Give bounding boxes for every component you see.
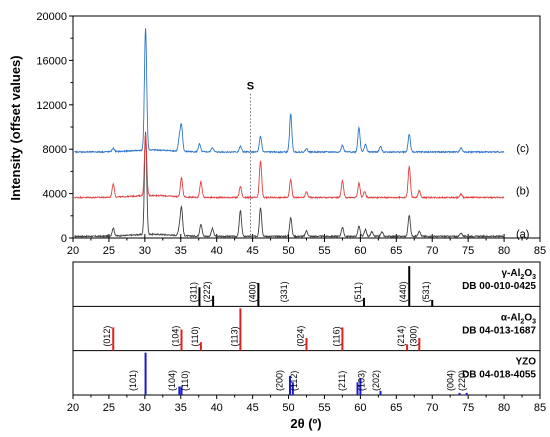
miller-index-label: (311) (188, 282, 198, 302)
reference-patterns-panel: 20 25 30 35 40 45 50 55 60 65 70 75 80 85 (311) (222) (4… (67, 261, 546, 414)
phase-name-subscript: 2 (520, 318, 524, 325)
x-tick-label-upper: 55 (318, 245, 330, 257)
x-tick-label-upper: 60 (354, 245, 366, 257)
x-tick-label-upper: 25 (103, 245, 115, 257)
miller-index-label: (104) (170, 326, 180, 347)
x-tick-label-upper: 65 (390, 245, 402, 257)
miller-index-label: (511) (353, 282, 363, 302)
miller-index-label: (331) (279, 281, 289, 302)
x-tick-label-lower: 45 (246, 402, 258, 414)
diffractogram-panel: 20 25 30 35 40 45 50 55 60 65 70 75 80 85 0 4000 8000 120… (36, 11, 546, 257)
series-label: (c) (516, 143, 529, 155)
miller-index-label: (222) (202, 281, 212, 302)
miller-index-label: (300) (408, 326, 418, 347)
x-tick-label-lower: 55 (318, 402, 330, 414)
miller-index-label: (104) (167, 370, 177, 391)
phase-name: α-Al2O3 (501, 312, 536, 325)
x-axis-title: 2θ (º) (290, 416, 321, 431)
x-tick-label-upper: 40 (211, 245, 223, 257)
x-tick-label-upper: 80 (498, 245, 510, 257)
y-tick-label: 12000 (36, 100, 67, 112)
miller-index-label: (116) (331, 326, 341, 346)
miller-index-label: (110) (190, 326, 200, 346)
x-tick-label-upper: 20 (67, 245, 79, 257)
x-tick-label-lower: 25 (103, 402, 115, 414)
miller-index-label: (200) (275, 370, 285, 391)
x-tick-label-lower: 75 (462, 402, 474, 414)
x-tick-label-upper: 45 (246, 245, 258, 257)
miller-index-label: (400) (247, 281, 257, 302)
phase-name-part: γ-Al (502, 268, 521, 279)
phase-name-subscript: 3 (532, 318, 536, 325)
x-tick-label-lower: 30 (139, 402, 151, 414)
xrd-series-line (74, 133, 505, 200)
database-code: DB 04-018-4055 (462, 370, 536, 381)
database-code: DB 00-010-0425 (462, 281, 536, 292)
phase-name-subscript: 3 (532, 274, 536, 281)
miller-index-label: (103) (357, 370, 367, 391)
x-tick-label-lower: 70 (426, 402, 438, 414)
x-tick-label-upper: 85 (534, 245, 546, 257)
y-tick-label: 16000 (36, 55, 67, 67)
miller-index-label: (101) (128, 370, 138, 391)
miller-index-label: (220) (457, 370, 467, 391)
miller-index-label: (440) (398, 281, 408, 302)
xrd-series-line (74, 131, 505, 239)
series-label: (a) (516, 229, 529, 241)
phase-name: YZO (515, 357, 536, 368)
x-tick-label-lower: 85 (534, 402, 546, 414)
y-tick-label: 0 (61, 233, 67, 245)
miller-index-label: (012) (102, 326, 112, 347)
y-tick-label: 20000 (36, 11, 67, 23)
x-tick-label-upper: 75 (462, 245, 474, 257)
series-label: (b) (516, 185, 529, 197)
phase-name-part: α-Al (501, 312, 521, 323)
miller-index-label: (110) (180, 371, 190, 391)
phase-name-part: O (524, 268, 532, 279)
phase-name-part: O (524, 312, 532, 323)
x-tick-label-lower: 60 (354, 402, 366, 414)
miller-index-label: (112) (289, 371, 299, 391)
x-tick-label-upper: 50 (282, 245, 294, 257)
miller-index-label: (024) (296, 326, 306, 347)
miller-index-label: (113) (229, 326, 239, 346)
phase-name-subscript: 2 (520, 274, 524, 281)
s-marker-label: S (247, 80, 254, 92)
x-tick-label-upper: 70 (426, 245, 438, 257)
phase-name-part: YZO (515, 357, 536, 368)
x-tick-label-upper: 35 (175, 245, 187, 257)
y-tick-label: 8000 (43, 144, 67, 156)
x-tick-label-lower: 20 (67, 402, 79, 414)
miller-index-label: (214) (396, 326, 406, 347)
xrd-series-line (74, 28, 505, 155)
database-code: DB 04-013-1687 (462, 325, 536, 336)
miller-index-label: (531) (421, 281, 431, 302)
miller-index-label: (202) (371, 370, 381, 391)
phase-name: γ-Al2O3 (502, 268, 537, 281)
x-tick-label-lower: 80 (498, 402, 510, 414)
y-axis-title: Intensity (offset values) (8, 55, 23, 200)
x-tick-label-lower: 50 (282, 402, 294, 414)
miller-index-label: (211) (337, 371, 347, 391)
x-tick-label-lower: 65 (390, 402, 402, 414)
miller-index-label: (004) (446, 370, 456, 391)
x-tick-label-upper: 30 (139, 245, 151, 257)
x-tick-label-lower: 40 (211, 402, 223, 414)
x-tick-label-lower: 35 (175, 402, 187, 414)
y-tick-label: 4000 (43, 189, 67, 201)
